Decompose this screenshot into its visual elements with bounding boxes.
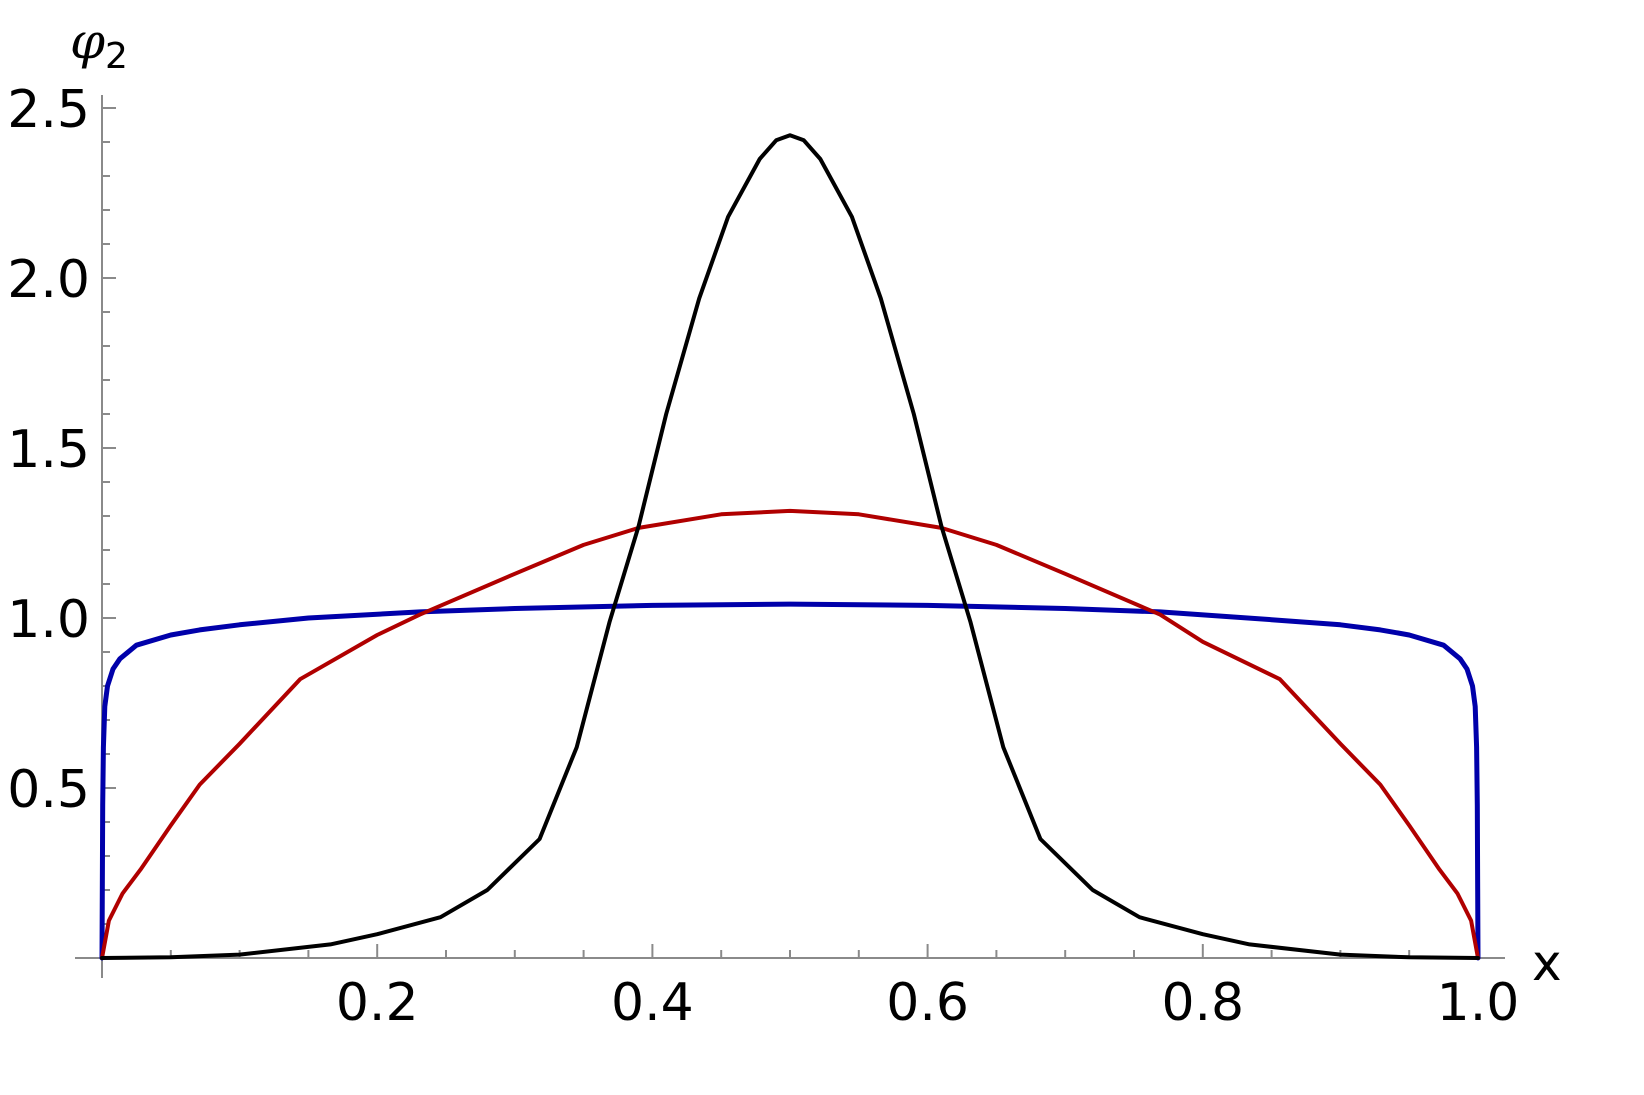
axis-labels: φ2 x — [70, 12, 1562, 992]
curve-red — [100, 508, 1480, 960]
x-tick-label: 0.6 — [886, 973, 969, 1033]
curve-black — [100, 133, 1480, 960]
curve-blue — [99, 601, 1481, 961]
plot-curves — [99, 133, 1481, 961]
axes: 0.2 0.4 0.6 0.8 1.0 0.5 1.0 1.5 2.0 2.5 — [7, 80, 1519, 1033]
x-tick-label: 0.8 — [1161, 973, 1244, 1033]
y-tick-label: 2.0 — [7, 250, 90, 310]
x-tick-label: 1.0 — [1437, 973, 1520, 1033]
y-tick-label: 2.5 — [7, 80, 90, 140]
y-tick-label: 1.5 — [7, 420, 90, 480]
y-tick-label: 1.0 — [7, 590, 90, 650]
y-axis-title: φ2 — [70, 12, 128, 77]
y-axis-title-subscript: 2 — [105, 36, 128, 77]
x-axis-title: x — [1532, 934, 1562, 992]
x-tick-label: 0.4 — [611, 973, 694, 1033]
x-tick-label: 0.2 — [336, 973, 419, 1033]
y-tick-label: 0.5 — [7, 760, 90, 820]
